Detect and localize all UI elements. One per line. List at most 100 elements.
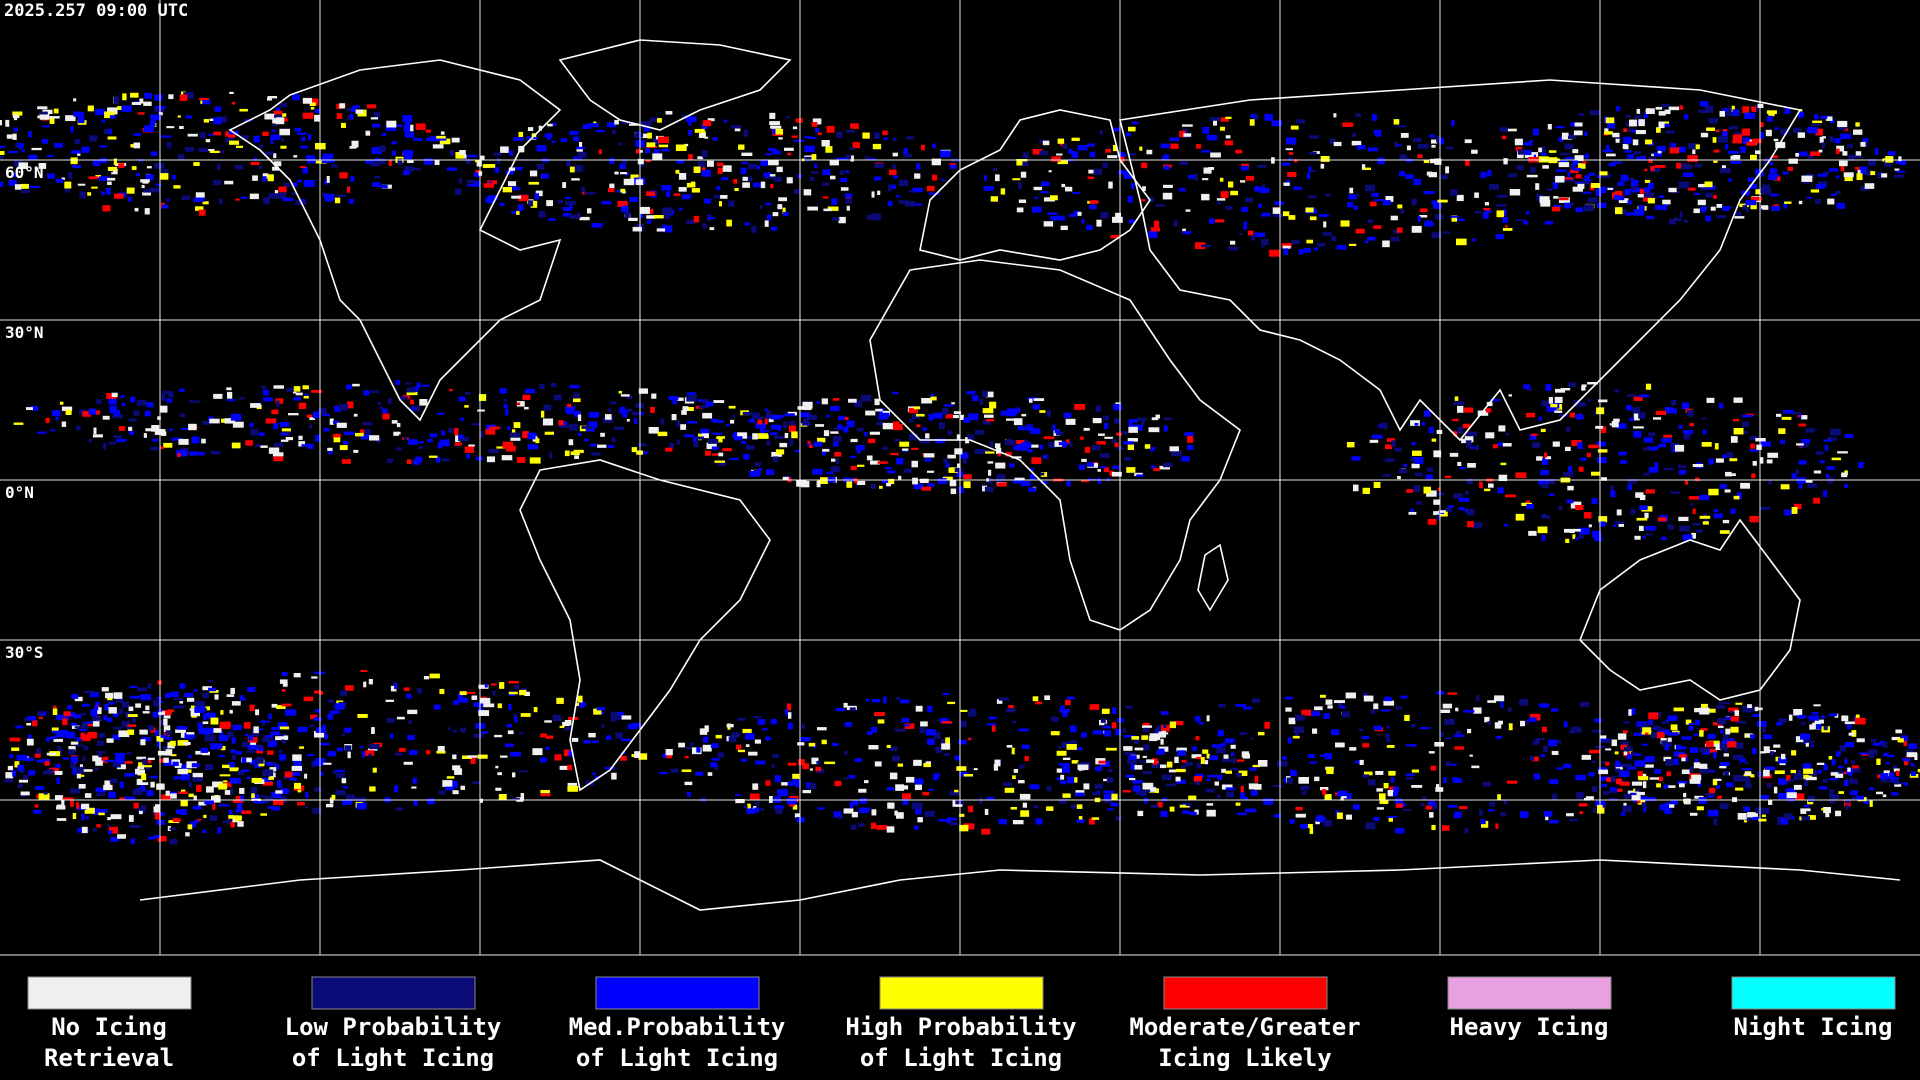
- icing-speck: [1382, 240, 1390, 248]
- icing-speck: [309, 424, 313, 429]
- icing-speck: [533, 707, 538, 713]
- icing-speck: [793, 189, 800, 194]
- icing-speck: [1530, 167, 1536, 173]
- icing-speck: [620, 756, 627, 761]
- icing-speck: [627, 724, 638, 730]
- icing-speck: [1764, 766, 1775, 771]
- icing-speck: [247, 744, 258, 750]
- icing-speck: [1638, 394, 1650, 398]
- icing-speck: [1737, 813, 1747, 820]
- icing-speck: [511, 429, 516, 436]
- icing-speck: [1272, 207, 1281, 214]
- icing-speck: [172, 818, 181, 823]
- icing-speck: [1538, 479, 1549, 486]
- icing-speck: [1722, 702, 1730, 705]
- icing-speck: [192, 777, 203, 782]
- icing-speck: [1563, 177, 1574, 180]
- icing-speck: [1119, 156, 1125, 163]
- icing-speck: [1188, 174, 1195, 179]
- icing-speck: [1784, 201, 1792, 204]
- icing-speck: [406, 693, 412, 699]
- icing-speck: [1630, 184, 1637, 190]
- icing-speck: [1821, 715, 1826, 719]
- icing-speck: [1679, 783, 1685, 788]
- icing-speck: [1631, 180, 1639, 187]
- icing-speck: [297, 802, 305, 806]
- icing-speck: [1373, 199, 1385, 202]
- icing-speck: [1647, 157, 1657, 161]
- icing-speck: [826, 125, 835, 133]
- icing-speck: [693, 441, 699, 448]
- icing-speck: [1633, 151, 1642, 155]
- icing-speck: [137, 766, 145, 770]
- icing-speck: [1264, 114, 1274, 121]
- icing-speck: [1689, 747, 1698, 753]
- icing-speck: [1835, 751, 1841, 757]
- icing-speck: [163, 757, 169, 763]
- icing-speck: [1742, 106, 1750, 114]
- icing-speck: [1882, 741, 1888, 748]
- icing-speck: [564, 727, 572, 731]
- icing-speck: [710, 762, 718, 768]
- icing-speck: [1012, 178, 1021, 181]
- icing-speck: [614, 426, 625, 431]
- icing-speck: [553, 394, 562, 401]
- icing-speck: [1841, 715, 1849, 722]
- icing-speck: [1127, 195, 1133, 203]
- icing-speck: [912, 414, 920, 420]
- icing-speck: [864, 156, 871, 160]
- icing-speck: [1810, 744, 1814, 748]
- icing-speck: [1163, 425, 1168, 432]
- icing-speck: [1765, 129, 1772, 137]
- icing-speck: [260, 445, 268, 448]
- icing-speck: [1801, 439, 1811, 444]
- icing-speck: [146, 402, 154, 408]
- icing-speck: [1831, 457, 1841, 461]
- icing-speck: [1630, 752, 1636, 756]
- icing-speck: [1610, 485, 1614, 492]
- icing-speck: [1128, 426, 1138, 433]
- icing-speck: [985, 451, 995, 454]
- icing-speck: [210, 717, 219, 725]
- icing-speck: [1161, 774, 1172, 781]
- icing-speck: [1189, 811, 1197, 816]
- icing-speck: [986, 723, 996, 726]
- icing-speck: [1722, 519, 1730, 524]
- icing-speck: [1827, 198, 1835, 205]
- icing-speck: [417, 688, 422, 694]
- icing-speck: [1099, 730, 1109, 734]
- icing-speck: [1891, 736, 1901, 741]
- icing-speck: [279, 421, 290, 427]
- icing-speck: [645, 159, 651, 163]
- icing-speck: [359, 746, 364, 749]
- icing-speck: [232, 725, 242, 731]
- icing-speck: [752, 182, 761, 188]
- icing-speck: [379, 158, 386, 165]
- icing-speck: [1655, 727, 1666, 731]
- icing-speck: [1627, 766, 1637, 770]
- icing-speck: [681, 769, 692, 773]
- icing-speck: [1759, 188, 1764, 194]
- icing-speck: [1544, 221, 1554, 225]
- icing-speck: [42, 125, 50, 128]
- icing-speck: [1314, 247, 1319, 251]
- icing-speck: [1631, 187, 1642, 193]
- icing-speck: [382, 413, 390, 420]
- icing-speck: [1287, 172, 1297, 177]
- icing-speck: [579, 142, 583, 149]
- icing-speck: [1739, 758, 1746, 763]
- icing-speck: [897, 763, 904, 767]
- icing-speck: [282, 682, 288, 687]
- icing-speck: [1400, 695, 1408, 699]
- icing-speck: [426, 137, 434, 142]
- icing-speck: [822, 196, 829, 199]
- icing-speck: [1830, 772, 1839, 776]
- icing-speck: [1447, 692, 1458, 695]
- icing-speck: [1293, 186, 1303, 190]
- icing-speck: [515, 167, 523, 171]
- icing-speck: [189, 451, 199, 456]
- icing-speck: [939, 422, 946, 430]
- icing-speck: [1818, 786, 1828, 790]
- icing-speck: [1596, 441, 1606, 447]
- icing-speck: [1125, 774, 1135, 778]
